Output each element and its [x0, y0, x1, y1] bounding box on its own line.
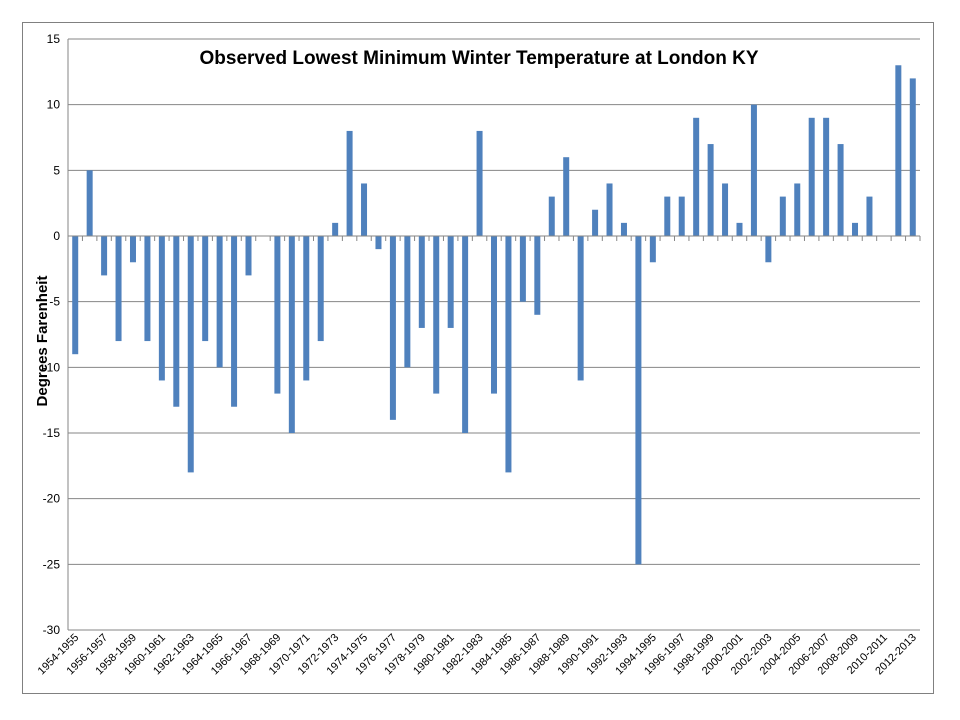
bar — [620, 222, 627, 236]
bar — [115, 236, 122, 342]
bar — [866, 196, 873, 236]
y-tick-label: 10 — [47, 98, 61, 112]
bar — [765, 236, 772, 263]
bar — [693, 117, 700, 236]
bar — [129, 236, 136, 263]
bar — [606, 183, 613, 236]
bar — [346, 130, 353, 236]
y-tick-label: 15 — [47, 32, 61, 46]
bar — [779, 196, 786, 236]
bar — [375, 236, 382, 250]
bar — [678, 196, 685, 236]
bar — [86, 170, 93, 236]
bar — [505, 236, 512, 473]
x-tick-labels: 1954-19551956-19571958-19591960-19611962… — [36, 632, 919, 678]
bar — [447, 236, 454, 328]
bar — [909, 78, 916, 237]
bar — [144, 236, 151, 342]
bar — [722, 183, 729, 236]
bar — [592, 209, 599, 236]
bar — [158, 236, 165, 381]
bar — [462, 236, 469, 433]
bar — [332, 222, 339, 236]
bar — [389, 236, 396, 420]
y-tick-label: -30 — [43, 623, 61, 637]
chart-frame: 15 10 5 0 -5 -10 -15 -20 -25 -30 1954-1955 1956-19… — [22, 22, 934, 694]
y-tick-label: -15 — [43, 426, 61, 440]
bar — [808, 117, 815, 236]
bar — [491, 236, 497, 394]
bar — [202, 236, 209, 342]
bar — [577, 236, 584, 381]
bar — [231, 236, 238, 407]
bar — [519, 236, 526, 302]
bar — [837, 144, 844, 236]
bar — [187, 236, 194, 473]
bar — [664, 196, 671, 236]
bar — [852, 222, 859, 236]
bar — [563, 157, 570, 236]
y-tick-label: -20 — [43, 492, 61, 506]
bar — [433, 236, 440, 394]
bar — [750, 104, 757, 237]
bar — [707, 144, 714, 236]
bar — [72, 236, 79, 355]
bar — [548, 196, 555, 236]
y-tick-label: 5 — [53, 163, 60, 177]
bar — [361, 183, 368, 236]
bar — [895, 65, 902, 236]
bar — [245, 236, 252, 276]
y-tick-labels: 15 10 5 0 -5 -10 -15 -20 -25 -30 — [43, 32, 61, 637]
bar — [404, 236, 411, 368]
bar — [288, 236, 295, 433]
bar — [736, 222, 743, 236]
bar — [534, 236, 541, 315]
bar — [101, 236, 108, 276]
bar — [418, 236, 425, 328]
bar — [635, 236, 642, 565]
bar — [317, 236, 324, 342]
bar — [476, 130, 483, 236]
bar — [274, 236, 281, 394]
bar — [216, 236, 223, 368]
bar — [794, 183, 801, 236]
y-tick-label: -10 — [43, 360, 61, 374]
bar-chart: 15 10 5 0 -5 -10 -15 -20 -25 -30 1954-19551956-19… — [34, 32, 921, 678]
bar — [823, 117, 830, 236]
y-tick-label: -25 — [43, 557, 61, 571]
y-axis-title: Degrees Farenheit — [34, 276, 51, 407]
y-tick-label: 0 — [53, 229, 60, 243]
bar — [649, 236, 656, 263]
axes — [67, 39, 921, 630]
chart-title: Observed Lowest Minimum Winter Temperatu… — [200, 48, 759, 69]
bar — [173, 236, 180, 407]
bar — [303, 236, 310, 381]
bars — [72, 65, 916, 565]
y-tick-label: -5 — [49, 295, 60, 309]
